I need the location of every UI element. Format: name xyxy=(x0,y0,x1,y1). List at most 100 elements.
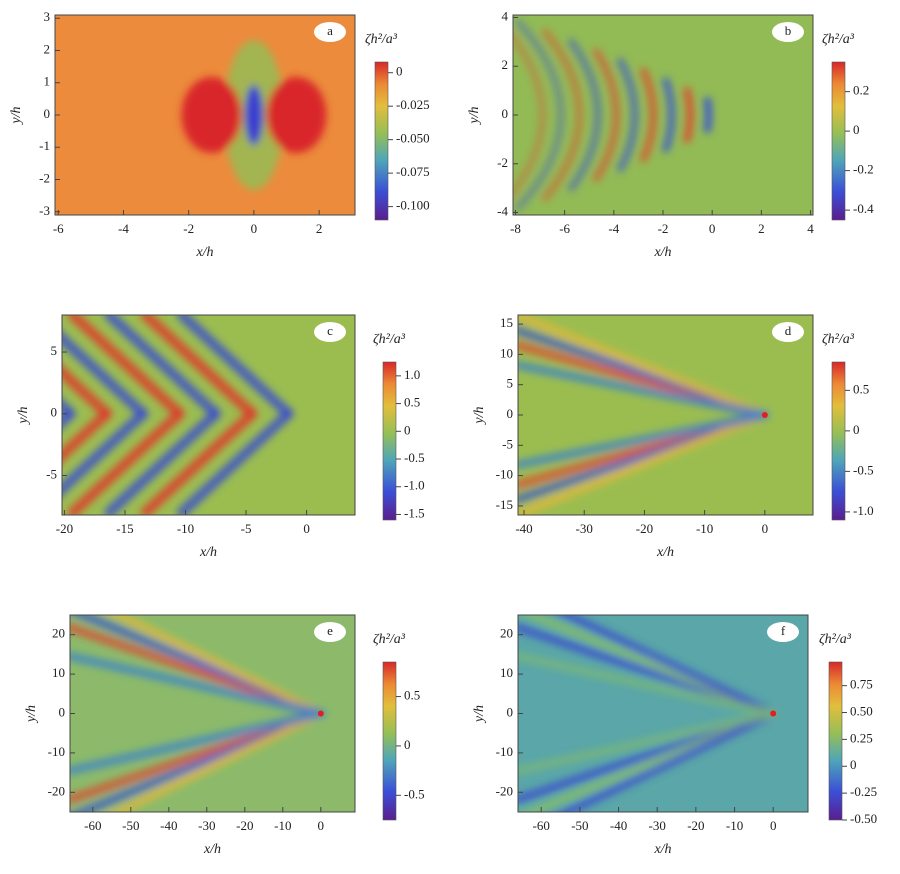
x-tick-label: -6 xyxy=(53,221,64,236)
colorbar-tick-label: 0 xyxy=(853,422,860,437)
x-tick-label: -40 xyxy=(160,818,177,833)
wave-crest xyxy=(518,315,769,419)
x-tick-label: -60 xyxy=(533,818,550,833)
y-tick-label: -15 xyxy=(496,497,513,512)
wave-crest xyxy=(541,28,583,202)
y-tick-label: 20 xyxy=(500,626,513,641)
panel-label-badge xyxy=(314,622,346,642)
colorbar-label: ζh²/a³ xyxy=(365,32,398,47)
density-plot xyxy=(513,15,813,215)
x-axis-label: x/h xyxy=(203,842,221,857)
wave-pattern xyxy=(518,315,769,515)
y-tick-label: 10 xyxy=(500,345,513,360)
x-tick-label: -10 xyxy=(177,521,194,536)
wave-crest xyxy=(592,48,620,182)
panel-label-badge xyxy=(772,322,804,342)
panel: -40 -30 -20 -10 0 -15 -10 -5 0 5 10 15 x/h y/h d 0.5 0 -0… xyxy=(472,314,874,560)
x-tick-label: -60 xyxy=(84,818,101,833)
x-tick-label: -40 xyxy=(610,818,627,833)
wave-crest xyxy=(616,57,639,173)
x-tick-label: -30 xyxy=(576,521,593,536)
y-tick-label: -1 xyxy=(39,138,50,153)
density-plot xyxy=(70,615,355,812)
x-tick-label: 0 xyxy=(762,521,769,536)
wave-crest xyxy=(518,411,769,515)
x-tick-label: 4 xyxy=(807,221,814,236)
colorbar-tick-label: 1.0 xyxy=(404,367,420,382)
colorbar-tick-label: -1.0 xyxy=(404,478,425,493)
x-tick-label: -30 xyxy=(198,818,215,833)
x-tick-label: 0 xyxy=(251,221,258,236)
panel: -6 -4 -2 0 2 -3 -2 -1 0 1 2 3 x/h y/h a 0 -0.025 -0.050 -0… xyxy=(9,9,429,260)
y-tick-label: 2 xyxy=(502,57,509,72)
x-tick-label: -10 xyxy=(696,521,713,536)
wave-crest xyxy=(109,615,325,718)
colorbar-tick-label: 0 xyxy=(404,422,411,437)
x-tick-label: 0 xyxy=(303,521,310,536)
plot-frame xyxy=(61,314,356,516)
panel-label: e xyxy=(327,623,333,638)
y-tick-label: 0 xyxy=(44,106,51,121)
x-tick-label: -8 xyxy=(510,221,521,236)
x-tick-label: 0 xyxy=(770,818,777,833)
wave-crest xyxy=(244,85,263,145)
colorbar-label: ζh²/a³ xyxy=(373,332,406,347)
y-tick-label: 5 xyxy=(507,376,514,391)
x-tick-label: -2 xyxy=(183,221,194,236)
y-tick-label: 20 xyxy=(52,626,65,641)
wave-crest xyxy=(640,67,657,163)
colorbar-tick-label: -0.25 xyxy=(850,784,877,799)
wave-pattern xyxy=(181,40,327,190)
colorbar-tick-label: -0.50 xyxy=(850,811,877,826)
wave-crest xyxy=(176,408,294,515)
y-tick-label: -20 xyxy=(496,783,513,798)
wave-crest xyxy=(662,77,676,153)
panel-label-badge xyxy=(767,622,799,642)
panel-label-badge xyxy=(772,22,804,42)
colorbar-tick-label: 0.5 xyxy=(404,395,420,410)
x-tick-label: -40 xyxy=(515,521,532,536)
wave-crest xyxy=(683,87,694,143)
wave-crest xyxy=(518,411,769,469)
wave-pattern xyxy=(513,18,712,212)
x-axis-label: x/h xyxy=(653,842,671,857)
colorbar-tick-label: 0.5 xyxy=(853,381,869,396)
source-point xyxy=(770,710,777,717)
panel: -60 -50 -40 -30 -20 -10 0 -20 -10 0 10 20 x/h y/h e 0.5… xyxy=(24,614,425,857)
x-tick-label: -30 xyxy=(649,818,666,833)
y-tick-label: 1 xyxy=(44,74,51,89)
panel: -20 -15 -10 -5 0 -5 0 5 x/h y/h c 1.0 0.5 0 -0.5 -1.0 -1… xyxy=(16,314,425,560)
wave-crest xyxy=(518,652,778,718)
density-plot xyxy=(55,15,355,215)
wave-crest xyxy=(140,408,258,515)
wave-crest xyxy=(104,408,221,515)
colorbar-tick-label: -0.025 xyxy=(396,97,430,112)
colorbar xyxy=(831,61,846,221)
y-tick-label: 10 xyxy=(500,665,513,680)
y-tick-label: -4 xyxy=(497,204,508,219)
colorbar-label: ζh²/a³ xyxy=(822,332,855,347)
y-axis-label: y/h xyxy=(472,406,487,425)
y-axis-label: y/h xyxy=(9,106,24,125)
wave-crest xyxy=(176,315,294,419)
y-tick-label: -10 xyxy=(496,744,513,759)
x-tick-label: -20 xyxy=(636,521,653,536)
y-axis-label: y/h xyxy=(24,705,39,724)
y-tick-label: 10 xyxy=(52,665,65,680)
density-plot xyxy=(518,615,808,812)
panel-label-badge xyxy=(314,322,346,342)
x-tick-label: 0 xyxy=(318,818,325,833)
y-tick-label: 15 xyxy=(500,315,513,330)
wave-crest xyxy=(62,408,76,429)
y-tick-label: 0 xyxy=(502,106,509,121)
wave-pattern xyxy=(62,315,294,515)
wave-crest xyxy=(70,652,325,718)
y-axis-label: y/h xyxy=(16,406,31,425)
colorbar-tick-label: -0.5 xyxy=(404,786,425,801)
y-tick-label: -20 xyxy=(48,783,65,798)
y-tick-label: 3 xyxy=(44,9,51,24)
x-tick-label: -50 xyxy=(122,818,139,833)
y-tick-label: -2 xyxy=(497,155,508,170)
wave-crest xyxy=(62,365,112,419)
